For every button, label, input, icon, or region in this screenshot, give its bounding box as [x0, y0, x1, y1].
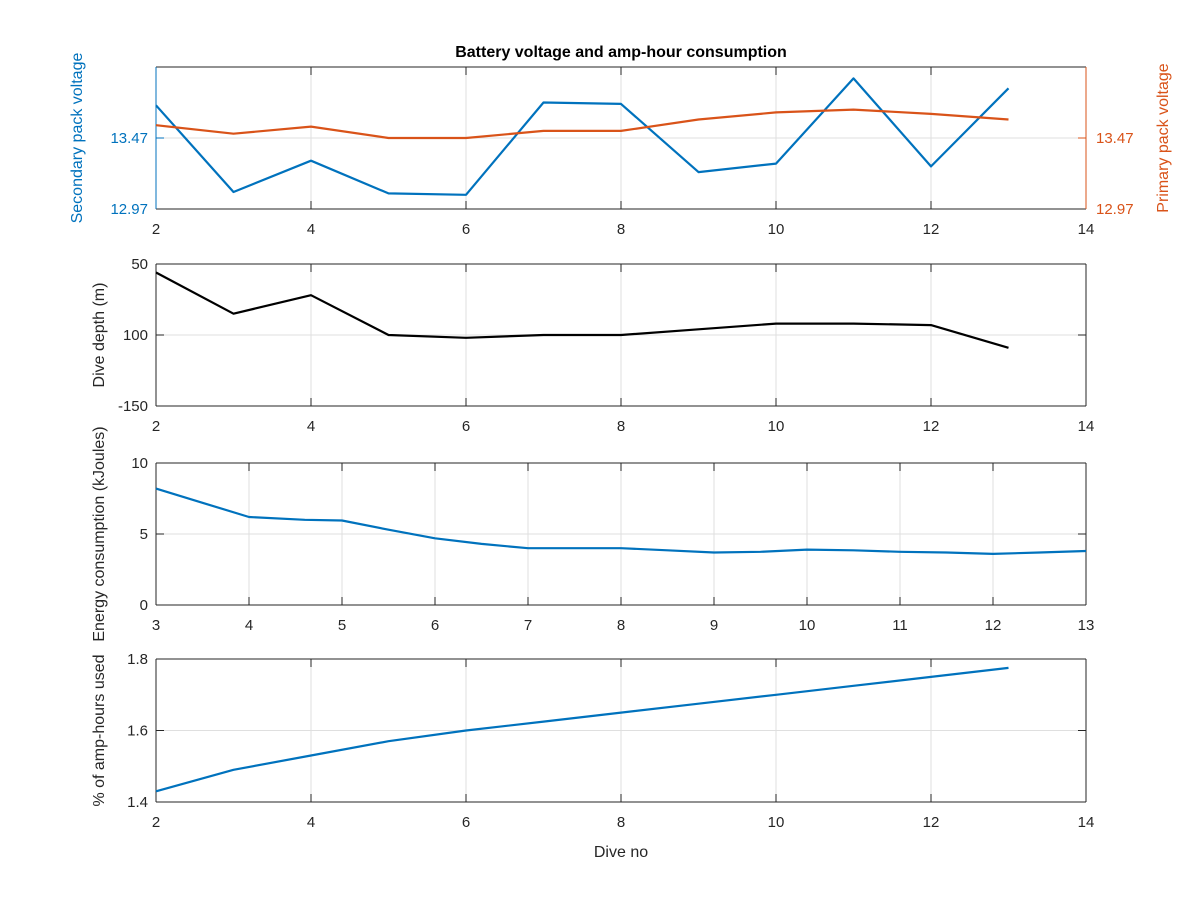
y-tick-label: -150 [118, 398, 148, 415]
x-tick-label: 11 [892, 617, 908, 634]
x-tick-label: 10 [799, 617, 816, 634]
y-right-tick-label: 12.97 [1096, 201, 1134, 218]
x-tick-label: 12 [923, 221, 940, 238]
x-tick-label: 2 [152, 418, 160, 435]
x-tick-label: 2 [152, 814, 160, 831]
y-tick-label: 13.47 [110, 130, 148, 147]
x-tick-label: 3 [152, 617, 160, 634]
x-tick-label: 13 [1078, 617, 1095, 634]
x-tick-label: 12 [923, 814, 940, 831]
y-axis-label: Dive depth (m) [91, 283, 108, 388]
y-axis-label: Energy consumption (kJoules) [91, 426, 108, 641]
x-tick-label: 10 [768, 814, 785, 831]
y-axis-label-right: Primary pack voltage [1155, 63, 1172, 212]
x-tick-label: 10 [768, 221, 785, 238]
y-tick-label: 1.4 [127, 794, 148, 811]
y-right-tick-label: 13.47 [1096, 130, 1134, 147]
x-tick-label: 6 [431, 617, 439, 634]
x-tick-label: 8 [617, 814, 625, 831]
x-tick-label: 6 [462, 814, 470, 831]
x-tick-label: 8 [617, 617, 625, 634]
series-line-1 [155, 271, 1009, 349]
y-tick-label: 12.97 [110, 201, 148, 218]
y-axis-label: Secondary pack voltage [69, 53, 86, 224]
x-tick-label: 14 [1078, 418, 1095, 435]
x-tick-label: 6 [462, 221, 470, 238]
x-tick-label: 12 [923, 418, 940, 435]
x-tick-label: 4 [307, 814, 315, 831]
y-tick-label: 100 [123, 327, 148, 344]
y-tick-label: 0 [140, 597, 148, 614]
x-tick-label: 5 [338, 617, 346, 634]
y-tick-label: 5 [140, 526, 148, 543]
series-line-primary-pack-voltage [155, 108, 1009, 140]
panel-1: 2 4 6 8 10 12 1412.9713.4712.9713.47Secondary … [69, 53, 1172, 238]
y-tick-label: 1.8 [127, 651, 148, 668]
x-tick-label: 12 [985, 617, 1002, 634]
series-line-secondary-pack-voltage [155, 77, 1010, 196]
x-tick-label: 4 [245, 617, 253, 634]
x-tick-label: 4 [307, 418, 315, 435]
x-tick-label: 10 [768, 418, 785, 435]
y-tick-label: 1.6 [127, 723, 148, 740]
x-tick-label: 7 [524, 617, 532, 634]
x-tick-label: 14 [1078, 814, 1095, 831]
panel-2: 2 4 6 8 10 12 14 50 100 -150 Dive depth (m) [91, 256, 1094, 435]
series-line-1 [155, 666, 1009, 793]
panel-4: 2 4 6 8 10 12 14 1.4 1.6 1.8 % of amp-hours used Di… [91, 651, 1094, 861]
x-tick-label: 8 [617, 221, 625, 238]
x-axis-label: Dive no [594, 844, 648, 861]
x-tick-label: 9 [710, 617, 718, 634]
x-tick-label: 6 [462, 418, 470, 435]
y-axis-label: % of amp-hours used [91, 654, 108, 806]
figure-title: Battery voltage and amp-hour consumption [455, 44, 787, 61]
series-line-1 [155, 487, 1087, 556]
x-tick-label: 2 [152, 221, 160, 238]
x-tick-label: 14 [1078, 221, 1095, 238]
panel-3: 3 4 5 6 7 8 9 10 11 12 13 0 5 10 Energy consumption (k… [91, 426, 1094, 641]
y-tick-label: 10 [131, 455, 148, 472]
x-tick-label: 8 [617, 418, 625, 435]
y-tick-label: 50 [131, 256, 148, 273]
x-tick-label: 4 [307, 221, 315, 238]
